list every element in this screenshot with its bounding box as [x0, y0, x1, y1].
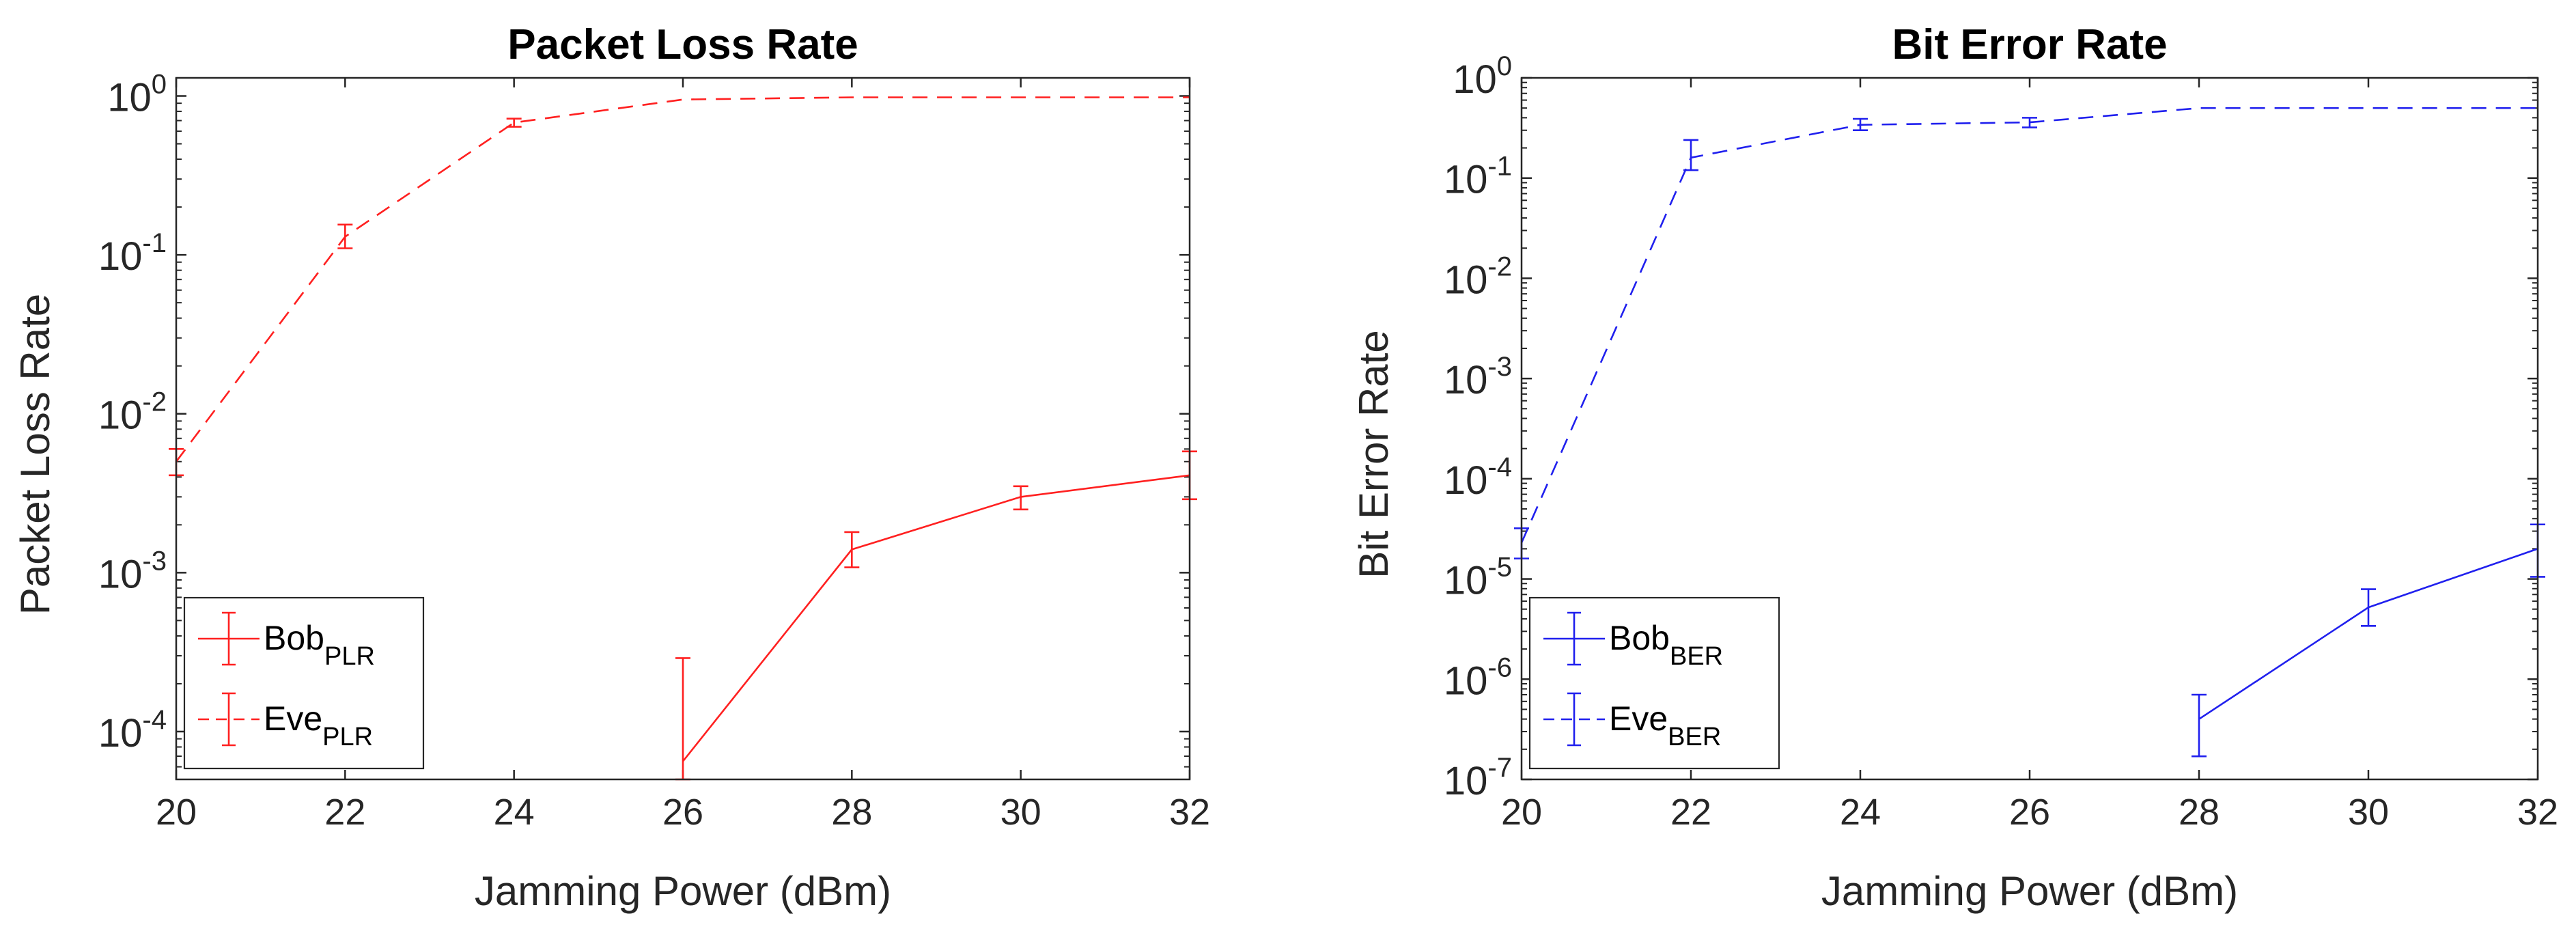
- plr-y-tick-base: 10: [98, 552, 143, 596]
- ber-y-tick-exponent: -7: [1487, 753, 1512, 783]
- ber-x-tick-label: 28: [2179, 792, 2220, 833]
- ber-y-tick-base: 10: [1444, 358, 1488, 402]
- ber-x-tick-label: 30: [2348, 792, 2389, 833]
- plr-legend-subscript: PLR: [322, 723, 373, 751]
- plr-x-tick-label: 24: [494, 792, 535, 833]
- ber-y-tick-label: 10-1: [1444, 152, 1512, 202]
- plr-y-tick-exponent: -1: [142, 228, 167, 258]
- ber-legend-subscript: BER: [1668, 723, 1721, 751]
- plr-x-tick-label: 32: [1169, 792, 1210, 833]
- ber-y-tick-label: 10-5: [1444, 553, 1512, 603]
- ber-legend-item-eve: EveBER: [1543, 692, 1721, 751]
- plr-x-tick-label: 30: [1000, 792, 1041, 833]
- ber-y-tick-exponent: -2: [1487, 251, 1512, 281]
- plr-legend-box: [183, 596, 425, 770]
- plr-legend-item-bob: BobPLR: [198, 611, 375, 671]
- ber-y-axis-label: Bit Error Rate: [1351, 330, 1397, 578]
- plr-bob-error-bar: [1013, 485, 1028, 511]
- ber-legend-label: BobBER: [1609, 619, 1723, 671]
- ber-y-tick-base: 10: [1444, 759, 1488, 803]
- plr-y-tick-exponent: 0: [152, 70, 167, 100]
- ber-y-tick-label: 10-6: [1444, 652, 1512, 703]
- ber-y-tick-exponent: 0: [1497, 51, 1512, 81]
- ber-legend-label: EveBER: [1609, 699, 1721, 751]
- ber-legend-name: Bob: [1609, 619, 1670, 657]
- plr-axes-box: [175, 77, 1191, 781]
- ber-x-axis-label: Jamming Power (dBm): [1821, 868, 2238, 914]
- ber-x-tick-label: 22: [1670, 792, 1711, 833]
- ber-legend-subscript: BER: [1670, 642, 1723, 671]
- plr-chart-title: Packet Loss Rate: [507, 21, 858, 68]
- plr-y-tick-base: 10: [98, 393, 143, 438]
- ber-bob-error-bar: [2361, 588, 2376, 627]
- ber-legend-item-bob: BobBER: [1543, 611, 1723, 671]
- plr-y-tick-base: 10: [98, 234, 143, 279]
- plr-legend-name: Eve: [264, 699, 322, 738]
- plr-y-tick-label: 100: [107, 70, 167, 120]
- ber-y-tick-label: 10-4: [1444, 452, 1512, 503]
- plr-y-tick-label: 10-4: [98, 705, 167, 755]
- plr-series-bob-line: [682, 474, 1190, 762]
- plr-eve-error-bar: [506, 117, 522, 128]
- ber-axes-box: [1520, 77, 2539, 781]
- ber-chart: Bit Error Rate Bit Error Rate Jamming Po…: [1351, 21, 2558, 914]
- plr-y-tick-label: 10-2: [98, 387, 167, 438]
- plr-x-tick-label: 22: [324, 792, 365, 833]
- ber-y-tick-exponent: -1: [1487, 152, 1512, 182]
- plr-x-axis-label: Jamming Power (dBm): [475, 868, 891, 914]
- plr-x-tick-label: 28: [831, 792, 872, 833]
- ber-y-tick-exponent: -5: [1487, 553, 1512, 583]
- ber-x-tick-label: 24: [1840, 792, 1881, 833]
- ber-eve-error-bar: [1853, 117, 1868, 132]
- plr-y-axis-label: Packet Loss Rate: [12, 294, 58, 615]
- ber-x-tick-label: 32: [2517, 792, 2558, 833]
- ber-y-tick-label: 10-3: [1444, 352, 1512, 402]
- plr-y-tick-exponent: -3: [142, 546, 167, 576]
- ber-y-tick-base: 10: [1444, 559, 1488, 603]
- plr-chart: Packet Loss Rate Packet Loss Rate Jammin…: [12, 21, 1210, 914]
- ber-x-tick-label: 26: [2009, 792, 2050, 833]
- ber-y-tick-label: 10-7: [1444, 753, 1512, 803]
- ber-y-tick-base: 10: [1444, 258, 1488, 302]
- ber-eve-error-bar: [2022, 117, 2037, 128]
- plr-legend-item-eve: EvePLR: [198, 692, 373, 751]
- ber-legend-name: Eve: [1609, 699, 1668, 738]
- ber-y-tick-label: 10-2: [1444, 251, 1512, 302]
- plr-x-tick-label: 26: [662, 792, 703, 833]
- ber-y-tick-base: 10: [1444, 658, 1488, 703]
- plr-y-tick-label: 10-1: [98, 228, 167, 279]
- ber-eve-error-bar: [1683, 139, 1698, 171]
- ber-x-tick-label: 20: [1501, 792, 1542, 833]
- plr-y-tick-label: 10-3: [98, 546, 167, 596]
- plr-x-tick-label: 20: [156, 792, 197, 833]
- plr-legend-name: Bob: [264, 619, 324, 657]
- plr-y-tick-base: 10: [107, 76, 152, 120]
- ber-legend-box: [1528, 596, 1780, 770]
- ber-y-tick-base: 10: [1444, 458, 1488, 503]
- plr-y-tick-exponent: -4: [142, 705, 167, 735]
- plr-legend-label: BobPLR: [264, 619, 375, 671]
- ber-y-tick-base: 10: [1444, 158, 1488, 202]
- plr-y-tick-base: 10: [98, 711, 143, 755]
- plr-legend-label: EvePLR: [264, 699, 373, 751]
- ber-y-tick-base: 10: [1453, 57, 1497, 102]
- ber-y-tick-exponent: -3: [1487, 352, 1512, 382]
- ber-y-tick-label: 100: [1453, 51, 1512, 102]
- plr-y-tick-exponent: -2: [142, 387, 167, 417]
- ber-bob-error-bar: [2192, 693, 2207, 758]
- ber-y-tick-exponent: -6: [1487, 652, 1512, 682]
- plr-eve-error-bar: [337, 223, 353, 249]
- plr-legend-subscript: PLR: [324, 642, 375, 671]
- plr-bob-error-bar: [844, 531, 860, 568]
- ber-y-tick-exponent: -4: [1487, 452, 1512, 482]
- ber-chart-title: Bit Error Rate: [1892, 21, 2167, 68]
